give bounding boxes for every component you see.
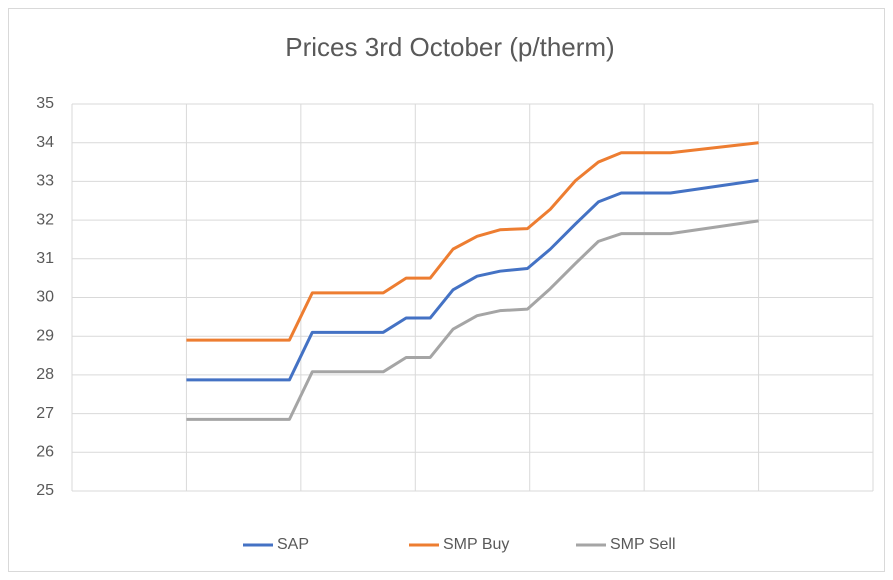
y-tick-label: 27: [36, 405, 54, 422]
chart-title: Prices 3rd October (p/therm): [285, 32, 614, 62]
legend-label: SMP Buy: [443, 536, 509, 553]
y-tick-label: 32: [36, 211, 54, 228]
y-tick-label: 30: [36, 289, 54, 306]
legend-label: SMP Sell: [610, 536, 676, 553]
y-tick-label: 25: [36, 482, 54, 499]
y-tick-label: 29: [36, 327, 54, 344]
legend-label: SAP: [277, 536, 309, 553]
y-tick-label: 34: [36, 134, 54, 151]
chart-border: [8, 8, 885, 572]
series-line: [186, 141, 759, 342]
y-tick-label: 33: [36, 173, 54, 190]
series-line: [186, 178, 759, 382]
y-tick-label: 28: [36, 366, 54, 383]
y-tick-label: 31: [36, 250, 54, 267]
series-line: [186, 219, 759, 421]
y-tick-label: 26: [36, 444, 54, 461]
y-tick-label: 35: [36, 95, 54, 112]
